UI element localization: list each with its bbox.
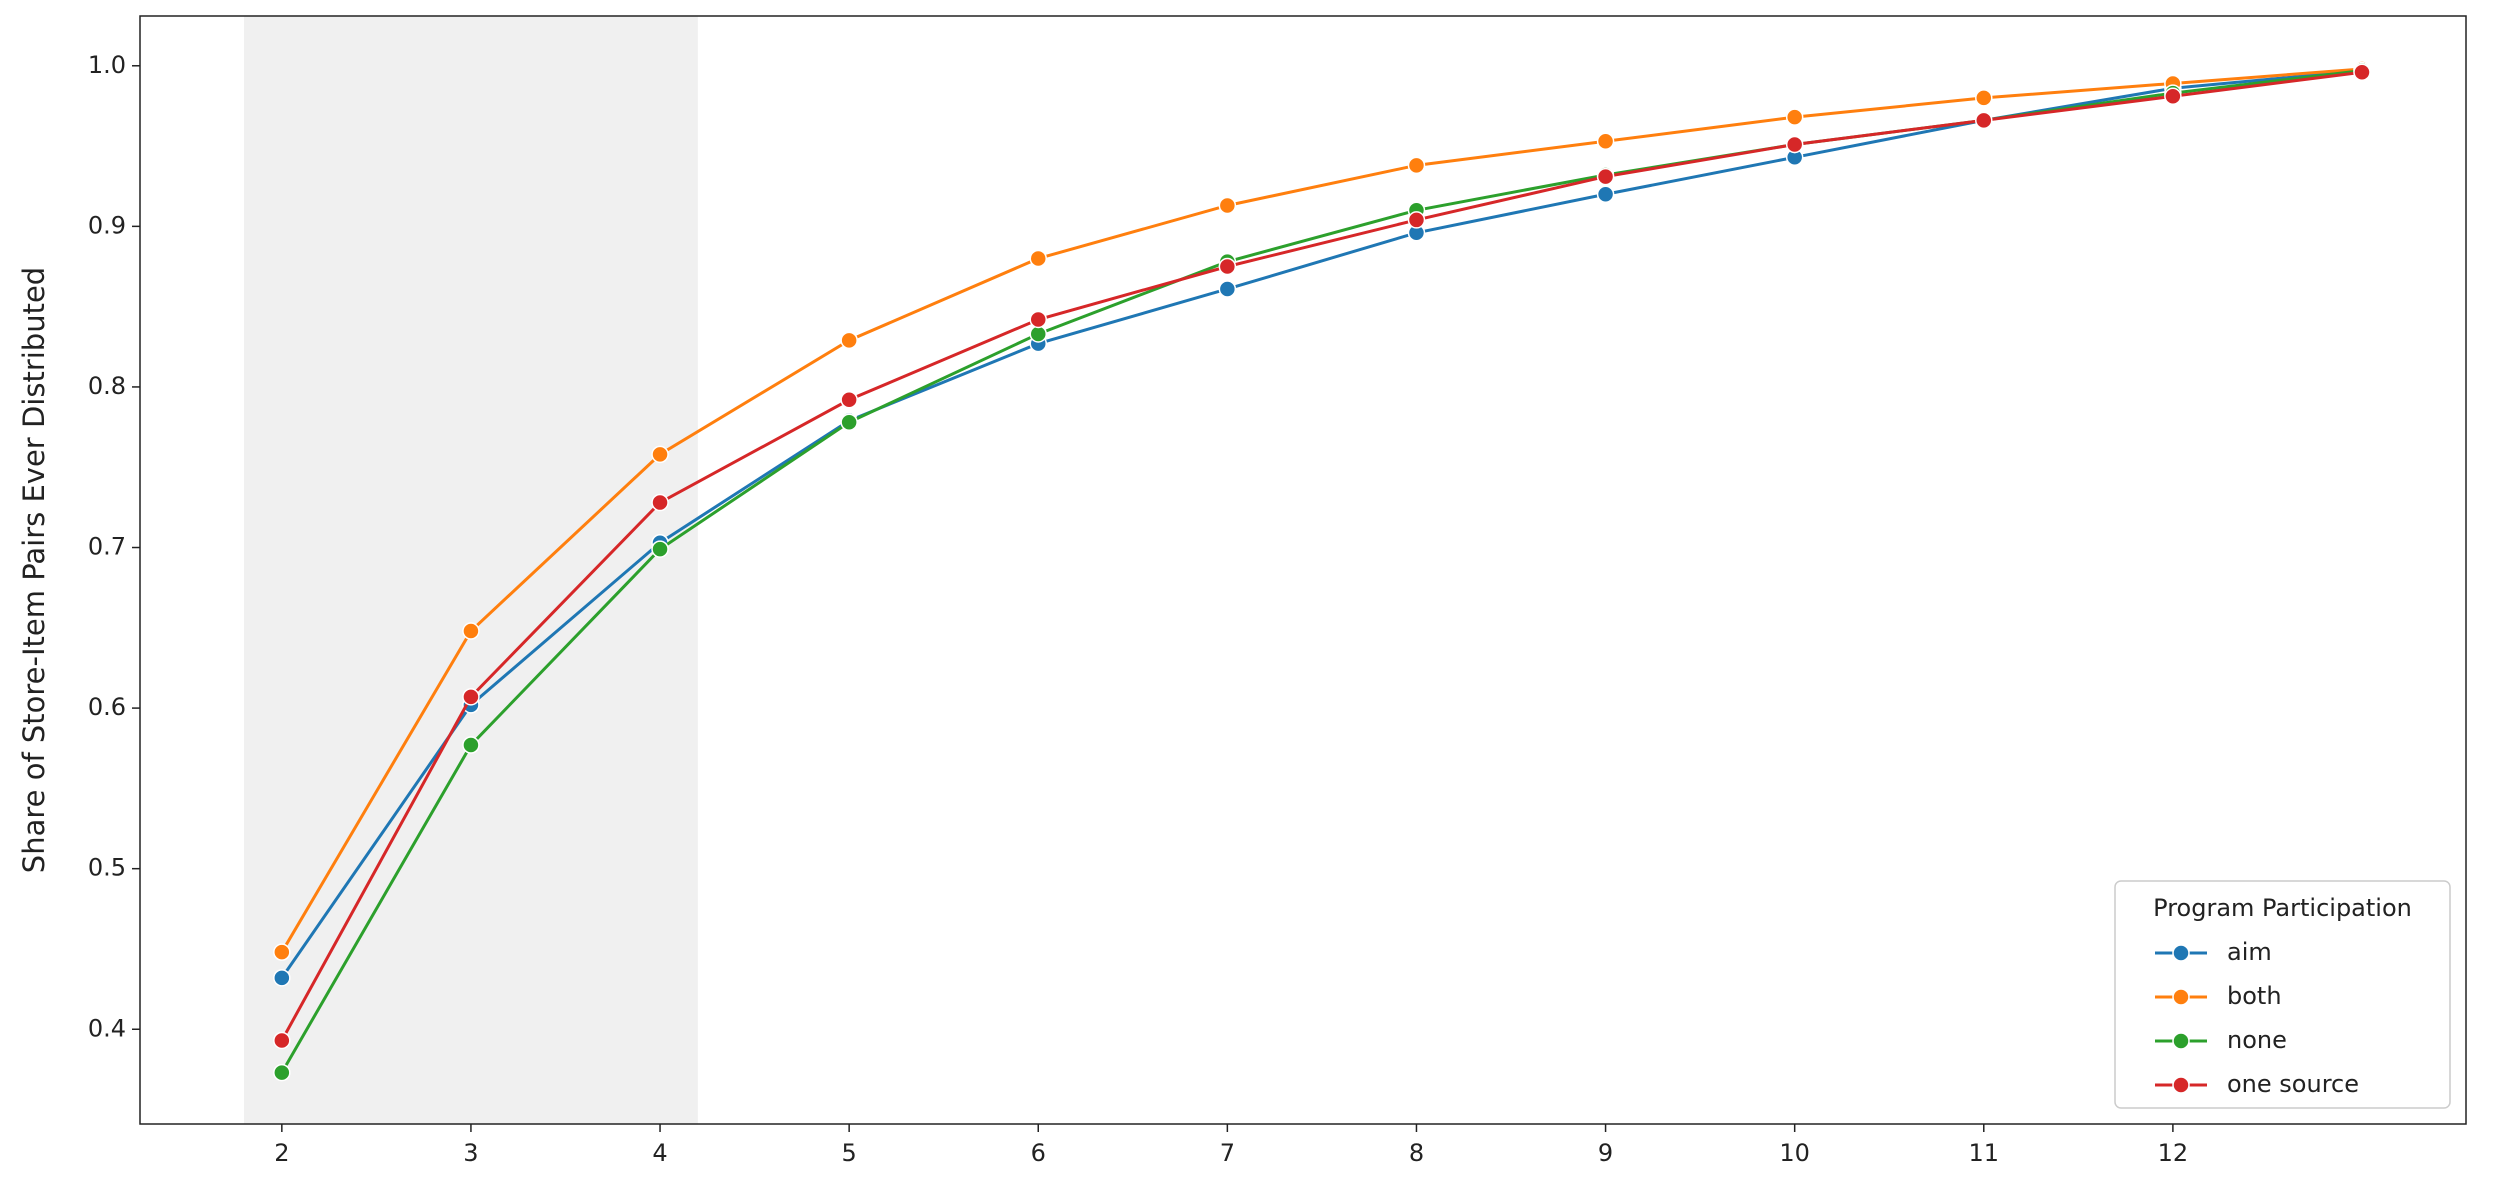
data-point xyxy=(462,622,480,640)
x-tick-label: 3 xyxy=(463,1139,478,1167)
legend-label: none xyxy=(2227,1026,2287,1054)
x-tick-label: 2 xyxy=(274,1139,289,1167)
data-point xyxy=(273,1031,291,1050)
legend-title: Program Participation xyxy=(2153,894,2412,922)
data-point xyxy=(1596,132,1615,151)
data-point xyxy=(1029,249,1048,268)
x-tick-label: 7 xyxy=(1220,1139,1235,1167)
y-tick-label: 1.0 xyxy=(88,51,126,79)
data-point xyxy=(1218,280,1237,298)
legend-box xyxy=(2114,880,2451,1109)
legend-label: both xyxy=(2227,982,2282,1010)
data-point xyxy=(462,688,480,706)
data-point xyxy=(273,943,291,961)
data-point xyxy=(1407,156,1426,175)
legend-marker xyxy=(2172,1032,2190,1050)
data-point xyxy=(1785,135,1804,154)
data-point xyxy=(1785,108,1804,126)
data-point xyxy=(651,540,669,558)
y-tick-label: 0.7 xyxy=(88,533,126,561)
series-line xyxy=(280,67,2363,953)
x-tick-label: 9 xyxy=(1598,1139,1613,1167)
legend-marker xyxy=(2172,988,2190,1006)
y-tick-label: 0.8 xyxy=(88,372,126,400)
data-point xyxy=(1596,185,1615,203)
data-point xyxy=(273,969,291,987)
data-point xyxy=(840,413,858,432)
x-tick-label: 11 xyxy=(1969,1139,2000,1167)
plot-frame xyxy=(139,15,2467,1125)
legend: Program Participation aim both none one sour… xyxy=(2114,880,2451,1109)
x-tick-label: 6 xyxy=(1031,1139,1046,1167)
y-axis-label: Share of Store-Item Pairs Ever Distribut… xyxy=(17,267,51,873)
legend-label: one source xyxy=(2227,1070,2359,1098)
data-point xyxy=(2164,87,2182,106)
y-tick-label: 0.9 xyxy=(88,211,126,239)
data-point xyxy=(2353,63,2371,81)
series-line xyxy=(280,70,2363,1042)
data-point xyxy=(1407,211,1426,229)
y-tick-label: 0.6 xyxy=(88,693,126,721)
x-tick-label: 8 xyxy=(1409,1139,1424,1167)
x-tick-label: 12 xyxy=(2158,1139,2189,1167)
data-point xyxy=(1218,257,1237,276)
x-tick-label: 5 xyxy=(842,1139,857,1167)
data-point xyxy=(1596,167,1615,186)
legend-marker xyxy=(2172,944,2190,962)
data-point xyxy=(1218,196,1237,215)
data-point xyxy=(840,391,858,409)
data-point xyxy=(1975,111,1993,130)
x-tick-label: 10 xyxy=(1779,1139,1810,1167)
legend-marker xyxy=(2172,1076,2190,1094)
data-point xyxy=(462,736,480,754)
data-point xyxy=(1029,310,1048,329)
data-point xyxy=(1975,89,1993,107)
data-point xyxy=(1029,325,1048,343)
data-point xyxy=(651,493,669,512)
legend-label: aim xyxy=(2227,938,2272,966)
y-tick-label: 0.5 xyxy=(88,854,126,882)
y-tick-label: 0.4 xyxy=(88,1014,126,1042)
data-point xyxy=(651,445,669,464)
data-point xyxy=(273,1063,291,1082)
data-point xyxy=(840,331,858,350)
x-tick-label: 4 xyxy=(652,1139,667,1167)
shaded-region xyxy=(244,16,698,1124)
